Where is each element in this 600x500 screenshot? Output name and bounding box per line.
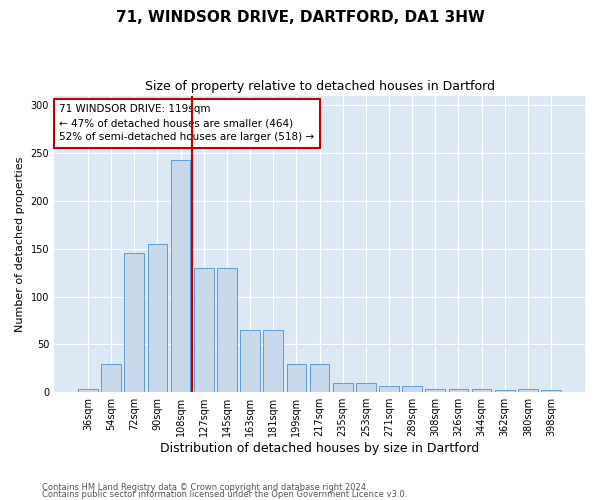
Text: 71, WINDSOR DRIVE, DARTFORD, DA1 3HW: 71, WINDSOR DRIVE, DARTFORD, DA1 3HW [116, 10, 484, 25]
Bar [425, 390, 445, 392]
Bar [472, 390, 491, 392]
Bar [124, 254, 144, 392]
Bar [240, 330, 260, 392]
Bar [148, 244, 167, 392]
Bar [518, 390, 538, 392]
Bar [449, 390, 468, 392]
Bar [287, 364, 306, 392]
Bar [194, 268, 214, 392]
Bar [78, 390, 98, 392]
Title: Size of property relative to detached houses in Dartford: Size of property relative to detached ho… [145, 80, 494, 93]
Bar [495, 390, 515, 392]
Text: Contains HM Land Registry data © Crown copyright and database right 2024.: Contains HM Land Registry data © Crown c… [42, 484, 368, 492]
Bar [101, 364, 121, 392]
Text: 71 WINDSOR DRIVE: 119sqm
← 47% of detached houses are smaller (464)
52% of semi-: 71 WINDSOR DRIVE: 119sqm ← 47% of detach… [59, 104, 314, 142]
X-axis label: Distribution of detached houses by size in Dartford: Distribution of detached houses by size … [160, 442, 479, 455]
Bar [333, 382, 353, 392]
Bar [263, 330, 283, 392]
Bar [171, 160, 190, 392]
Bar [356, 382, 376, 392]
Bar [310, 364, 329, 392]
Bar [541, 390, 561, 392]
Text: Contains public sector information licensed under the Open Government Licence v3: Contains public sector information licen… [42, 490, 407, 499]
Bar [379, 386, 399, 392]
Bar [217, 268, 237, 392]
Bar [402, 386, 422, 392]
Y-axis label: Number of detached properties: Number of detached properties [15, 156, 25, 332]
